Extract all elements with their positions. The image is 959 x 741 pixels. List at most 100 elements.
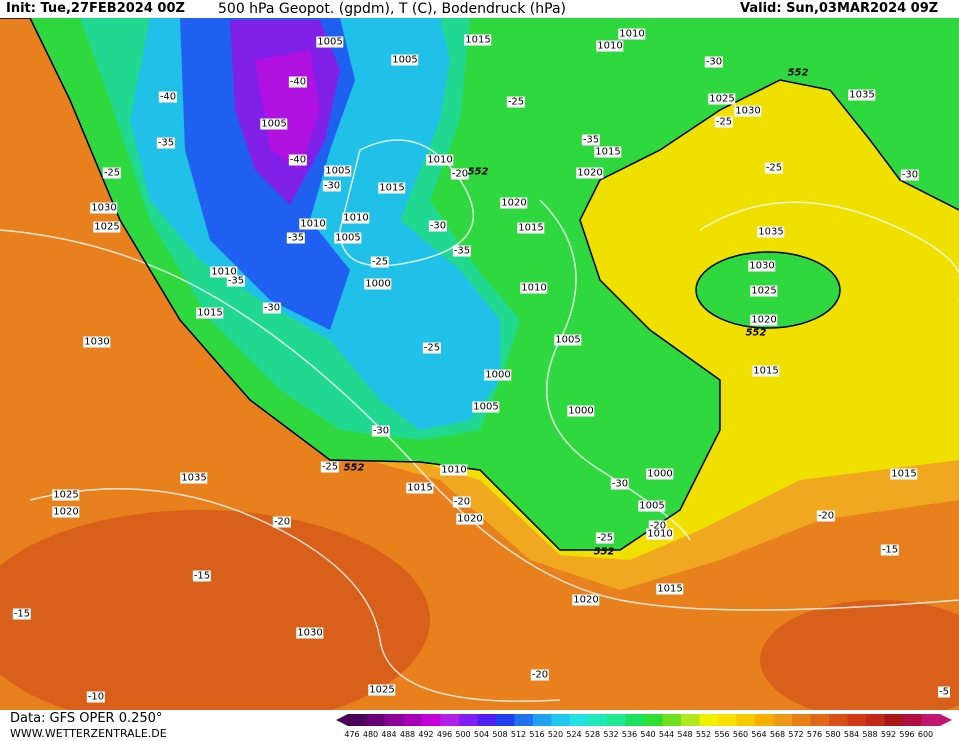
colorbar-swatch [348,714,367,726]
colorbar-label: 512 [510,730,527,739]
contour-label: 1015 [890,468,918,480]
colorbar-swatch [440,714,460,726]
colorbar-label: 584 [843,730,860,739]
colorbar-label: 540 [640,730,656,739]
colorbar-swatch [773,714,793,726]
contour-label: -35 [286,232,306,244]
colorbar-label: 532 [603,730,619,739]
contour-label: 1015 [594,146,622,158]
colorbar-label: 568 [769,730,786,739]
colorbar-swatch [810,714,830,726]
contour-label: 1005 [316,36,344,48]
contour-label: 1010 [210,266,238,278]
contour-label: 1025 [93,221,121,233]
contour-label: 1020 [456,513,484,525]
contour-label: 1010 [426,154,454,166]
contour-label: -35 [156,137,176,149]
isobar [0,229,959,611]
isobar [339,139,475,267]
contour-label: -20 [816,510,836,522]
contour-label: 1005 [554,334,582,346]
contour-label: 1015 [656,583,684,595]
colorbar-swatch [625,714,645,726]
contour-label: 1030 [734,105,762,117]
contour-label: -30 [704,56,724,68]
colorbar-swatch [866,714,885,726]
colorbar-label: 488 [399,730,416,739]
contour-label: 1005 [391,54,419,66]
contour-label: -30 [262,302,282,314]
contour-label: -20 [648,520,668,532]
colorbar-label: 576 [806,730,823,739]
contour-label: -25 [370,256,390,268]
contour-label: 1010 [440,464,468,476]
colorbar-label: 592 [880,730,897,739]
colorbar-label: 476 [344,730,360,739]
contour-label: 1035 [180,472,208,484]
contour-label: -25 [422,342,442,354]
colorbar-label: 544 [658,730,675,739]
contour-label: 1015 [752,365,780,377]
colorbar-label: 564 [751,730,767,739]
colorbar-label: 572 [788,730,804,739]
contour-label: 552 [745,327,767,339]
contour-label: 1025 [368,684,396,696]
field-red [0,510,430,730]
isobars [0,139,959,702]
contour-label: 1035 [757,226,785,238]
contour-label: 552 [467,166,489,178]
colorbar-label: 556 [714,730,730,739]
contour-label: -30 [428,220,448,232]
contour-label: -30 [900,169,920,181]
contour-label: 1010 [618,28,646,40]
contour-552 [0,17,959,551]
data-source: Data: GFS OPER 0.250° [10,711,163,726]
contour-label: -30 [610,478,630,490]
colorbar-swatch [755,714,774,726]
colorbar-label: 600 [917,730,934,739]
colorbar-label: 492 [418,730,434,739]
colorbar-swatch [459,714,478,726]
contour-label: 1000 [364,278,392,290]
contour-label: 1020 [576,167,604,179]
contour-label: 1020 [572,594,600,606]
colorbar-swatch [829,714,848,726]
contour-label: -20 [450,168,470,180]
colorbar-swatch [736,714,756,726]
colorbar-label: 480 [362,730,379,739]
contour-label: -10 [86,691,106,703]
colorbar-label: 536 [621,730,638,739]
colorbar-label: 520 [547,730,564,739]
contour-label: -40 [158,91,178,103]
contour-label: 1030 [90,202,118,214]
colorbar-swatch [681,714,700,726]
colorbar-swatch [662,714,682,726]
colorbar-label: 528 [584,730,601,739]
colorbar-label: 500 [455,730,471,739]
contour-label: -15 [12,608,32,620]
colorbar-swatch [385,714,404,726]
contour-label: -20 [272,516,292,528]
init-time: Init: Tue,27FEB2024 00Z [6,1,185,16]
colorbar-swatch [422,714,441,726]
contour-label: 1010 [342,212,370,224]
colorbar-label: 552 [695,730,712,739]
contour-label: -35 [581,134,601,146]
colorbar-label: 580 [825,730,841,739]
contour-label: 552 [593,546,615,558]
colorbar-swatch [847,714,867,726]
colorbar-swatch [921,714,941,726]
contour-label: -25 [764,162,784,174]
contour-label: 1030 [296,627,324,639]
contour-label: 552 [343,462,365,474]
colorbar-label: 524 [566,730,582,739]
contour-label: 1020 [500,197,528,209]
contour-label: -40 [288,76,308,88]
contour-label: -30 [322,180,342,192]
contour-label: 1030 [83,336,111,348]
colorbar-label: 484 [381,730,397,739]
colorbar-label: 508 [492,730,508,739]
contour-label: -25 [320,461,340,473]
colorbar-label: 588 [862,730,878,739]
